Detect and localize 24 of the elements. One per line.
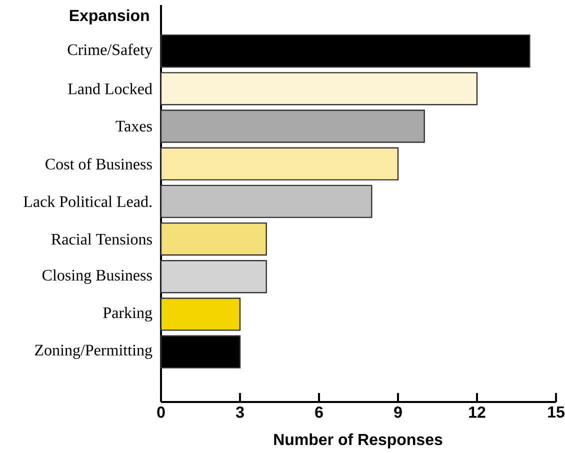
x-tick-label: 0 [157,406,165,418]
bar [160,110,425,143]
bar [160,147,399,180]
bar [160,184,372,218]
bar [160,298,241,331]
y-tick-label: Cost of Business [46,158,152,170]
y-tick-label: Zoning/Permitting [35,344,152,359]
y-tick-label: Crime/Safety [68,44,152,58]
y-tick-label: Parking [103,306,152,322]
y-tick-label: Racial Tensions [51,233,152,245]
x-axis-title: Number of Responses [274,433,442,448]
x-tick-label: 15 [548,406,564,418]
y-tick-label: Taxes [116,120,152,132]
y-tick-label: Closing Business [42,269,152,284]
bar [160,260,267,294]
x-tick-label: 6 [315,406,323,418]
x-tick-label: 12 [469,406,486,418]
bar [160,72,478,106]
bar [160,222,267,256]
chart-title: Expansion [70,9,149,24]
y-tick-label: Land Locked [68,83,152,94]
y-tick-label: Lack Political Lead. [24,196,152,208]
x-tick-label: 9 [394,406,402,418]
x-tick-label: 3 [236,406,244,418]
